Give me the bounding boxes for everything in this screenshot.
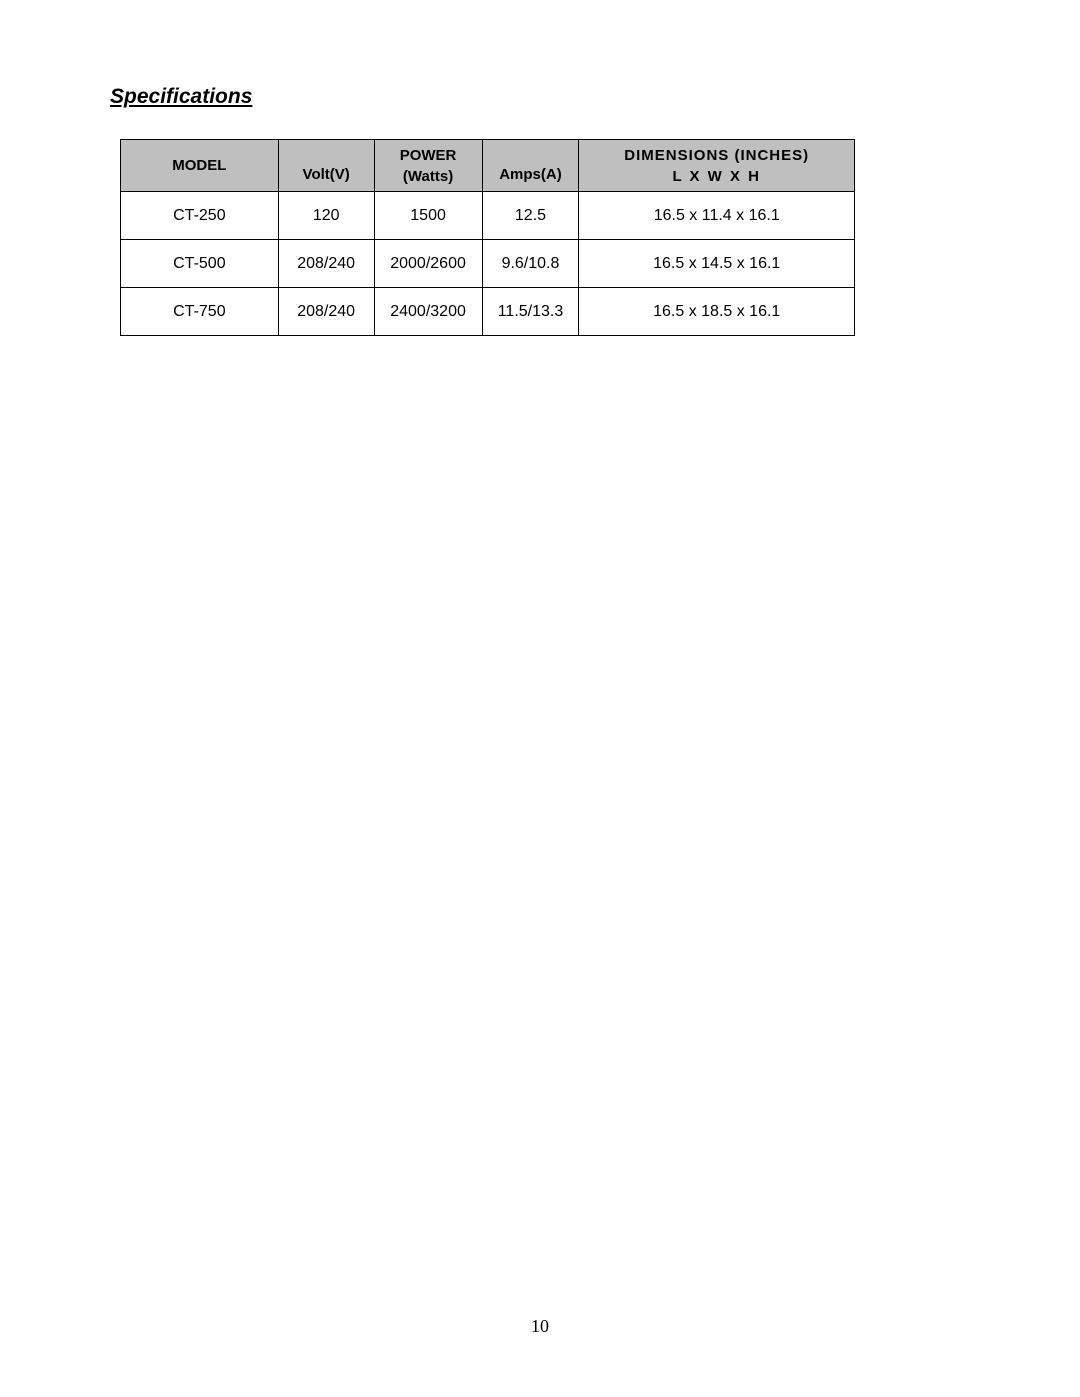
cell-volt: 208/240 bbox=[278, 240, 374, 288]
cell-amps: 12.5 bbox=[482, 192, 579, 240]
table-row: CT-500 208/240 2000/2600 9.6/10.8 16.5 x… bbox=[121, 240, 855, 288]
cell-model: CT-750 bbox=[121, 288, 279, 336]
cell-power: 2400/3200 bbox=[374, 288, 482, 336]
table-row: CT-750 208/240 2400/3200 11.5/13.3 16.5 … bbox=[121, 288, 855, 336]
cell-dims: 16.5 x 18.5 x 16.1 bbox=[579, 288, 855, 336]
header-amps: Amps(A) bbox=[482, 140, 579, 192]
cell-volt: 120 bbox=[278, 192, 374, 240]
header-power: POWER (Watts) bbox=[374, 140, 482, 192]
table-row: CT-250 120 1500 12.5 16.5 x 11.4 x 16.1 bbox=[121, 192, 855, 240]
cell-amps: 9.6/10.8 bbox=[482, 240, 579, 288]
cell-model: CT-250 bbox=[121, 192, 279, 240]
header-model: MODEL bbox=[121, 140, 279, 192]
cell-model: CT-500 bbox=[121, 240, 279, 288]
specifications-table: MODEL Volt(V) POWER (Watts) Amps(A) DIME… bbox=[120, 139, 855, 336]
table-header-row: MODEL Volt(V) POWER (Watts) Amps(A) DIME… bbox=[121, 140, 855, 192]
cell-power: 2000/2600 bbox=[374, 240, 482, 288]
cell-power: 1500 bbox=[374, 192, 482, 240]
cell-dims: 16.5 x 11.4 x 16.1 bbox=[579, 192, 855, 240]
header-dimensions: DIMENSIONS (INCHES) L X W X H bbox=[579, 140, 855, 192]
section-title: Specifications bbox=[110, 85, 970, 109]
page-number: 10 bbox=[0, 1316, 1080, 1337]
header-volt: Volt(V) bbox=[278, 140, 374, 192]
cell-amps: 11.5/13.3 bbox=[482, 288, 579, 336]
cell-volt: 208/240 bbox=[278, 288, 374, 336]
cell-dims: 16.5 x 14.5 x 16.1 bbox=[579, 240, 855, 288]
